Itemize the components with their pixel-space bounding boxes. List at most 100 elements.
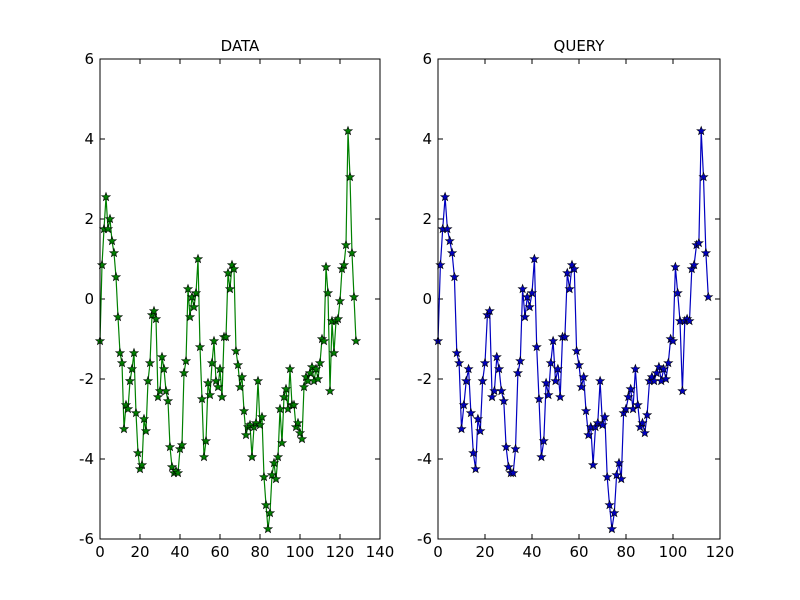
star-marker	[616, 473, 627, 484]
star-marker	[110, 271, 122, 282]
x-tick-label: 140	[366, 543, 395, 561]
data-line	[437, 130, 709, 530]
star-marker	[529, 253, 540, 264]
star-marker	[346, 247, 358, 258]
x-tick-label: 20	[475, 543, 494, 561]
star-marker	[599, 411, 610, 422]
x-tick-label: 40	[170, 543, 189, 561]
star-marker	[512, 367, 524, 378]
star-marker	[270, 473, 282, 484]
star-marker	[156, 351, 168, 362]
star-marker	[630, 363, 641, 374]
star-marker	[230, 345, 242, 356]
star-marker	[486, 391, 498, 402]
star-marker	[684, 315, 695, 326]
star-marker	[344, 171, 356, 182]
star-marker	[449, 271, 460, 282]
star-marker	[284, 363, 296, 374]
star-marker	[236, 371, 248, 382]
star-marker	[306, 361, 318, 372]
star-marker	[538, 435, 549, 446]
y-tick-label: -6	[417, 530, 432, 548]
star-marker	[180, 355, 192, 366]
star-marker	[204, 389, 216, 400]
star-marker	[276, 437, 288, 448]
star-marker	[100, 191, 112, 202]
star-marker	[220, 331, 232, 342]
star-marker	[583, 429, 594, 440]
star-marker	[298, 381, 310, 392]
star-marker	[456, 423, 467, 434]
star-marker	[501, 441, 512, 452]
x-tick-label: 80	[250, 543, 269, 561]
star-marker	[124, 375, 136, 386]
star-marker	[106, 235, 118, 246]
star-marker	[116, 357, 128, 368]
star-marker	[477, 375, 488, 386]
star-marker	[148, 305, 160, 316]
star-marker	[182, 283, 194, 294]
star-marker	[112, 311, 124, 322]
star-marker	[334, 295, 346, 306]
star-marker	[498, 395, 509, 406]
x-tick-label: 40	[522, 543, 541, 561]
star-marker	[602, 471, 613, 482]
star-marker	[663, 357, 674, 368]
star-marker	[234, 381, 246, 392]
star-marker	[524, 301, 535, 312]
x-tick-label: 80	[616, 543, 635, 561]
star-marker	[552, 363, 563, 374]
star-marker	[240, 429, 252, 440]
star-marker	[164, 441, 176, 452]
y-tick-label: -4	[79, 450, 94, 468]
star-marker	[268, 457, 280, 468]
star-marker	[573, 359, 585, 370]
star-marker	[272, 451, 284, 462]
star-marker	[332, 313, 344, 324]
star-marker	[140, 425, 152, 436]
star-marker	[435, 259, 446, 270]
star-marker	[296, 433, 308, 444]
star-marker	[698, 171, 709, 182]
star-marker	[451, 347, 462, 358]
star-marker	[322, 287, 334, 298]
star-marker	[224, 283, 236, 294]
star-marker	[479, 357, 491, 368]
star-marker	[543, 389, 554, 400]
star-marker	[564, 283, 575, 294]
star-marker	[348, 291, 360, 302]
y-tick-label: 2	[422, 210, 432, 228]
star-marker	[226, 259, 238, 270]
star-marker	[318, 335, 330, 346]
star-marker	[280, 383, 292, 394]
star-marker	[566, 259, 578, 270]
star-marker	[160, 385, 172, 396]
star-marker	[126, 363, 138, 374]
star-marker	[232, 359, 244, 370]
star-marker	[468, 447, 479, 458]
star-marker	[592, 417, 603, 428]
star-marker	[576, 381, 587, 392]
x-tick-label: 20	[130, 543, 149, 561]
star-marker	[238, 405, 250, 416]
star-marker	[150, 313, 162, 324]
star-marker	[258, 471, 270, 482]
star-marker	[198, 451, 210, 462]
x-tick-label: 0	[433, 543, 443, 561]
star-marker	[555, 391, 566, 402]
y-tick-label: -2	[417, 370, 432, 388]
star-marker	[658, 363, 669, 374]
star-marker	[540, 377, 552, 388]
star-marker	[439, 191, 451, 202]
star-marker	[350, 335, 362, 346]
star-marker	[475, 425, 486, 436]
star-marker	[569, 263, 580, 274]
star-marker	[264, 507, 276, 518]
chart-title: QUERY	[554, 37, 606, 55]
star-marker	[216, 391, 228, 402]
star-marker	[667, 335, 679, 346]
star-marker	[288, 399, 300, 410]
star-marker	[670, 261, 681, 272]
star-marker	[454, 357, 465, 368]
x-tick-label: 100	[659, 543, 688, 561]
